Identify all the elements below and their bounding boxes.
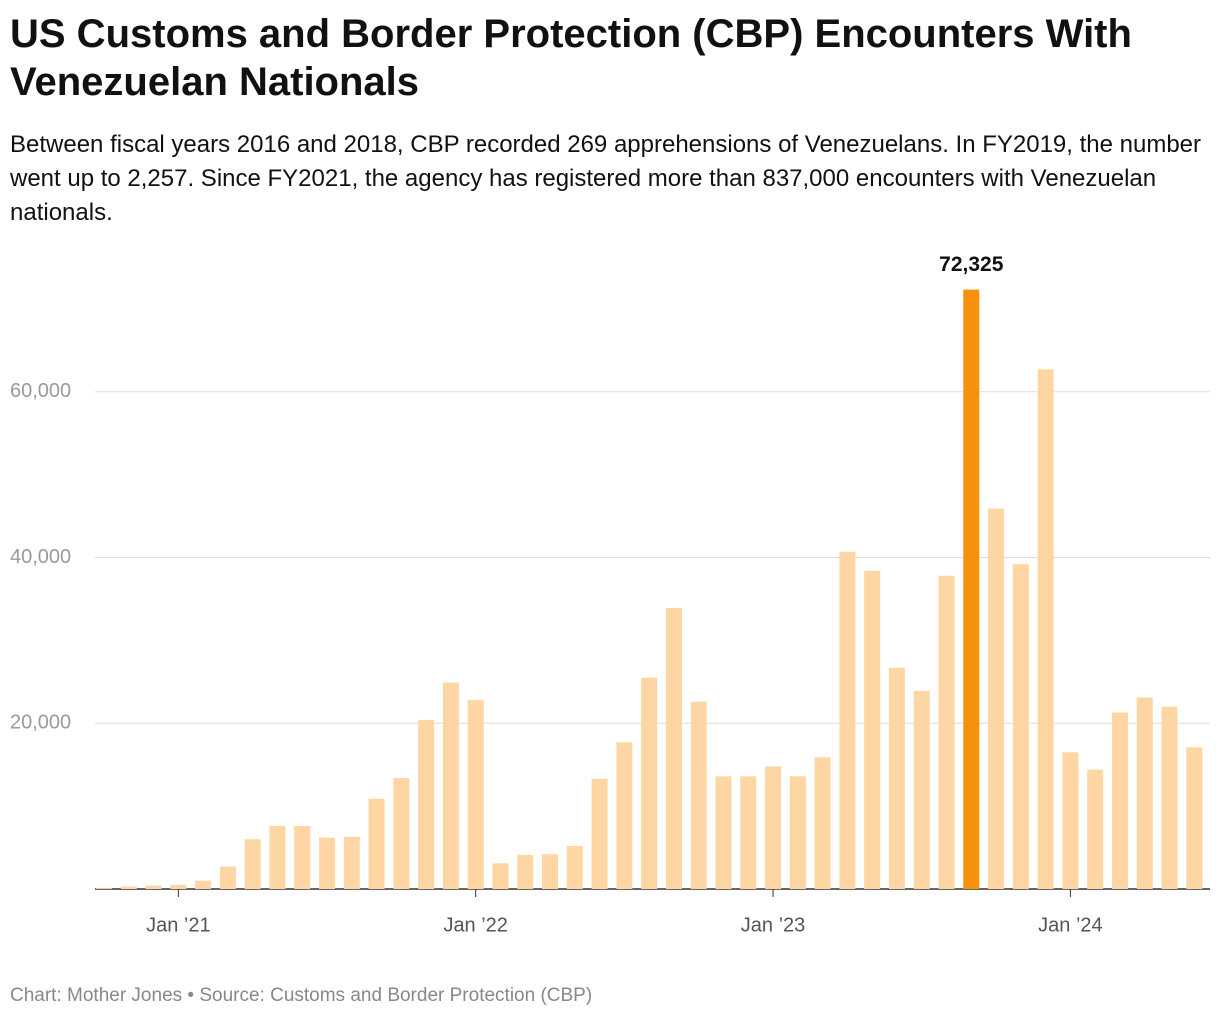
bar (1087, 769, 1104, 889)
bar (864, 570, 881, 889)
bar (566, 845, 583, 889)
bar (418, 719, 435, 889)
chart-subtitle: Between fiscal years 2016 and 2018, CBP … (10, 131, 1202, 226)
bar (913, 690, 930, 889)
x-tick-label: Jan ’24 (1038, 914, 1103, 936)
bar (517, 855, 534, 889)
bar (195, 880, 212, 889)
bar (1062, 752, 1079, 889)
bar (1012, 564, 1029, 889)
bar (1186, 747, 1203, 889)
bar (988, 508, 1005, 889)
bar (343, 836, 360, 889)
bar (591, 778, 608, 889)
bar (765, 766, 782, 889)
x-tick-label: Jan ’21 (146, 914, 211, 936)
bar (269, 826, 286, 889)
bar (839, 551, 856, 889)
y-tick-label: 60,000 (10, 380, 71, 402)
bar (442, 682, 459, 889)
bar (120, 886, 137, 889)
bar (888, 667, 905, 889)
x-tick-label: Jan ’23 (741, 914, 806, 936)
bar (294, 826, 311, 889)
bar (963, 289, 980, 890)
x-tick-label: Jan ’22 (443, 914, 508, 936)
bar (244, 839, 261, 889)
bar (641, 677, 658, 889)
bar (616, 742, 633, 889)
bar (1037, 369, 1054, 889)
bar (467, 700, 484, 889)
bar (1111, 712, 1128, 889)
bar (393, 777, 410, 889)
bar (1161, 706, 1178, 889)
bar (690, 701, 707, 889)
chart-title: US Customs and Border Protection (CBP) E… (10, 12, 1132, 104)
bar (319, 837, 336, 889)
y-tick-label: 20,000 (10, 712, 71, 734)
value-label: 72,325 (939, 253, 1004, 276)
bar (368, 798, 385, 889)
bar (95, 888, 112, 889)
bar (814, 757, 831, 889)
bar (789, 776, 806, 889)
bar (665, 608, 682, 889)
bar (938, 575, 955, 889)
chart-footer: Chart: Mother Jones • Source: Customs an… (10, 985, 593, 1006)
bar (170, 884, 187, 889)
bar (1136, 697, 1153, 889)
bar (740, 776, 757, 889)
y-tick-label: 40,000 (10, 546, 71, 568)
bar (219, 866, 236, 889)
bar (145, 885, 162, 889)
bar (715, 776, 732, 889)
bar (492, 863, 509, 889)
bar (542, 854, 559, 889)
